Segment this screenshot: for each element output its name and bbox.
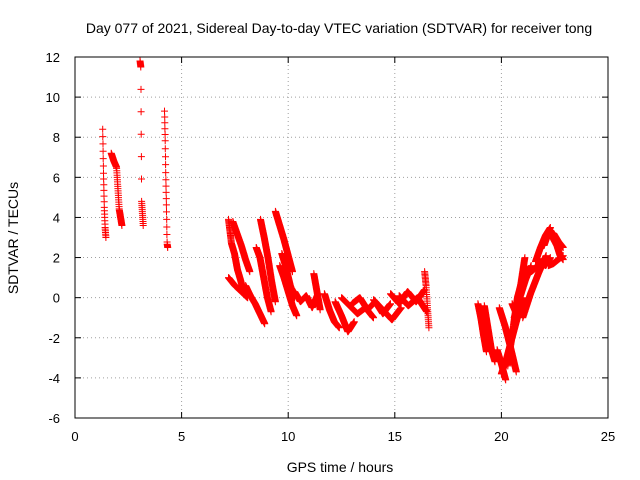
scatter-point-run <box>310 270 324 314</box>
scatter-point-run <box>252 244 275 316</box>
y-tick-label: 4 <box>53 210 60 225</box>
scatter-point-run <box>257 215 279 306</box>
point-segment <box>107 149 126 229</box>
grid-lines <box>75 57 608 418</box>
point-segment <box>474 300 490 356</box>
y-tick-label: 6 <box>53 170 60 185</box>
scatter-point-run <box>136 57 147 229</box>
scatter-point-run <box>508 254 529 318</box>
point-segment <box>370 296 405 324</box>
plot-frame <box>74 56 609 419</box>
scatter-point-run <box>395 292 431 316</box>
y-tick-label: 10 <box>46 90 60 105</box>
scatter-point-run <box>107 149 126 229</box>
point-segment <box>480 302 499 366</box>
axis-ticks: 0 5 10 15 20 25 -6 -4 -2 0 2 4 6 8 10 12 <box>46 50 616 444</box>
x-tick-label: 15 <box>388 429 402 444</box>
point-segment <box>310 270 324 314</box>
data-points <box>99 57 567 384</box>
point-segment <box>242 282 269 328</box>
point-segment <box>331 298 358 336</box>
scatter-point-run <box>480 302 499 366</box>
point-segment <box>161 107 172 251</box>
y-tick-label: -4 <box>48 371 60 386</box>
point-segment <box>225 215 247 296</box>
point-segment <box>271 207 296 276</box>
scatter-point-run <box>474 300 490 356</box>
y-tick-label: 0 <box>53 291 60 306</box>
point-segment <box>395 292 431 316</box>
point-segment <box>229 218 254 276</box>
scatter-point-run <box>99 125 110 241</box>
x-tick-label: 25 <box>601 429 615 444</box>
point-segment <box>276 262 301 320</box>
x-tick-label: 20 <box>494 429 508 444</box>
y-tick-label: 8 <box>53 130 60 145</box>
scatter-point-run <box>331 298 358 336</box>
scatter-point-run <box>320 290 343 332</box>
point-segment <box>421 268 433 332</box>
scatter-point-run <box>271 207 296 276</box>
x-axis-label: GPS time / hours <box>287 459 394 475</box>
point-segment <box>320 290 343 332</box>
x-tick-label: 0 <box>71 429 78 444</box>
y-tick-label: -2 <box>48 331 60 346</box>
scatter-point-run <box>242 282 269 328</box>
point-segment <box>136 57 147 229</box>
scatter-point-run <box>370 296 405 324</box>
point-segment <box>252 244 275 316</box>
point-segment <box>99 125 110 241</box>
scatter-point-run <box>225 215 247 296</box>
y-axis-label: SDTVAR / TECUs <box>5 182 21 294</box>
scatter-point-run <box>544 252 567 270</box>
point-segment <box>544 252 567 270</box>
x-tick-label: 10 <box>281 429 295 444</box>
y-tick-label: 12 <box>46 50 60 65</box>
x-tick-label: 5 <box>178 429 185 444</box>
point-segment <box>225 274 252 302</box>
y-tick-label: -6 <box>48 411 60 426</box>
scatter-point-run <box>276 262 301 320</box>
y-tick-label: 2 <box>53 251 60 266</box>
scatter-point-run <box>161 107 172 251</box>
point-segment <box>508 254 529 318</box>
scatter-point-run <box>229 218 254 276</box>
scatter-point-run <box>421 268 433 332</box>
point-segment <box>257 215 279 306</box>
scatter-point-run <box>225 274 252 302</box>
chart-title: Day 077 of 2021, Sidereal Day-to-day VTE… <box>86 20 592 36</box>
